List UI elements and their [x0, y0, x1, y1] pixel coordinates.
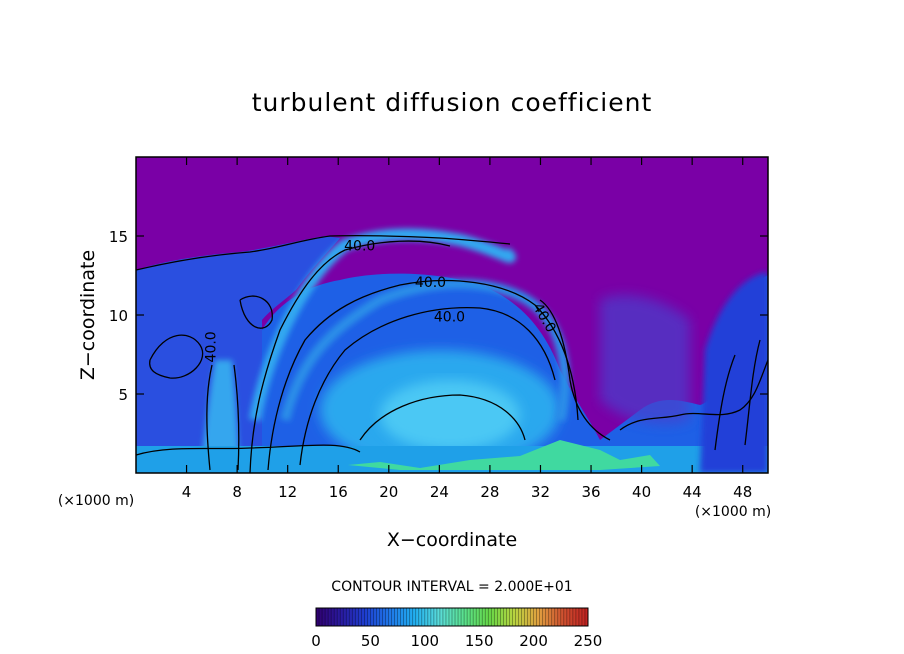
contour-line [359, 394, 526, 441]
turbulent-layer-region [136, 236, 340, 473]
vortex-arc [280, 278, 570, 422]
y-tick-label: 10 [109, 307, 128, 325]
vortex-filament [249, 228, 516, 421]
colorbar-ramp [315, 607, 589, 627]
y-axis-label: Z−coordinate [77, 250, 99, 380]
contour-label: 40.0 [415, 275, 446, 291]
plot-area: 40.040.040.0 40.040.0 [136, 157, 768, 473]
heatmap-field [136, 228, 768, 473]
contour-line [619, 359, 768, 431]
colorbar-ticks: 0 50 100 150 200 250 [311, 632, 602, 650]
x-tick-label: 44 [683, 483, 702, 501]
y-tick-label: 5 [118, 386, 128, 404]
y-axis-ticks: 5 10 15 [109, 228, 768, 404]
contour-line [714, 339, 761, 451]
x-axis-ticks: 4 8 12 16 20 24 28 32 36 40 44 48 [182, 157, 752, 501]
x-tick-label: 40 [632, 483, 651, 501]
surface-green-patches [348, 440, 660, 470]
x-tick-label: 8 [232, 483, 242, 501]
colorbar-tick-label: 200 [519, 632, 548, 650]
chart-title: turbulent diffusion coefficient [252, 88, 653, 117]
colorbar-tick-label: 0 [311, 632, 321, 650]
x-axis-unit: (×1000 m) [695, 504, 771, 520]
contour-line [136, 234, 511, 271]
contour-label: 40.0 [434, 310, 465, 326]
y-tick-label: 15 [109, 228, 128, 246]
contour-label: 40.0 [344, 238, 375, 254]
colorbar-tick-label: 50 [361, 632, 380, 650]
x-tick-label: 12 [278, 483, 297, 501]
contour-label: 40.0 [204, 331, 220, 362]
x-tick-label: 36 [581, 483, 600, 501]
contour-line [249, 240, 451, 473]
x-axis-label: X−coordinate [387, 529, 517, 551]
colorbar-tick-label: 150 [465, 632, 494, 650]
right-turbulence [700, 272, 768, 473]
colorbar-tick-label: 250 [574, 632, 603, 650]
y-axis-unit: (×1000 m) [58, 493, 134, 509]
x-tick-label: 28 [480, 483, 499, 501]
left-plume [200, 360, 240, 473]
contour-line [299, 306, 556, 466]
contour-line [539, 299, 611, 441]
contour-line [206, 364, 240, 471]
mid-turbulence [600, 295, 690, 424]
x-tick-label: 4 [182, 483, 192, 501]
contour-line [136, 444, 361, 456]
contour-lines [136, 234, 768, 473]
x-tick-label: 20 [379, 483, 398, 501]
x-tick-label: 48 [733, 483, 752, 501]
colorbar-tick-label: 100 [410, 632, 439, 650]
vortex-center [380, 380, 520, 450]
x-tick-label: 16 [329, 483, 348, 501]
colorbar: 0 50 100 150 200 250 [311, 607, 602, 650]
x-tick-label: 24 [430, 483, 449, 501]
x-tick-label: 32 [531, 483, 550, 501]
contour-line [267, 279, 579, 471]
contour-line [239, 295, 273, 329]
contour-line [149, 334, 204, 379]
colorbar-stripes [318, 608, 586, 626]
contour-interval-text: CONTOUR INTERVAL = 2.000E+01 [331, 579, 572, 595]
